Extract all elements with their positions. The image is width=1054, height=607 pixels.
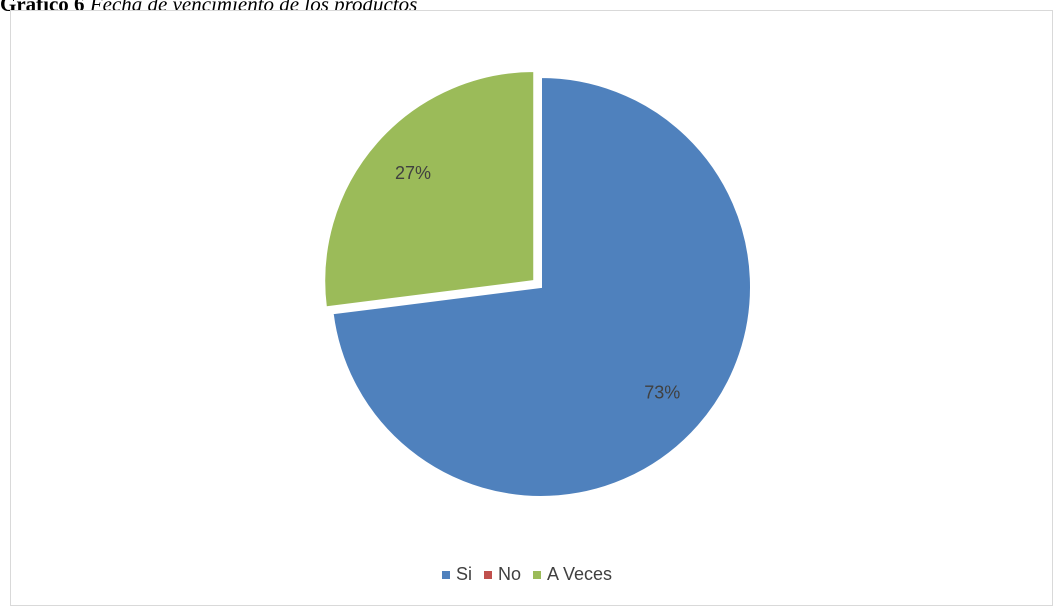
legend-label-no: No [497,564,521,584]
pie-slice-a-veces [323,70,536,309]
pie-slice-si [331,75,752,498]
legend-item-no: No [483,564,521,585]
legend-item-si: Si [441,564,472,585]
legend-swatch-a-veces [532,570,541,579]
legend-swatch-si [441,570,450,579]
data-label-a-veces: 27% [395,163,431,183]
data-label-si: 73% [644,383,680,403]
legend-swatch-no [483,570,492,579]
legend-item-a-veces: A Veces [532,564,613,585]
legend-label-si: Si [455,564,472,584]
chart-legend: Si No A Veces [0,564,1054,585]
legend-label-a-veces: A Veces [546,564,613,584]
